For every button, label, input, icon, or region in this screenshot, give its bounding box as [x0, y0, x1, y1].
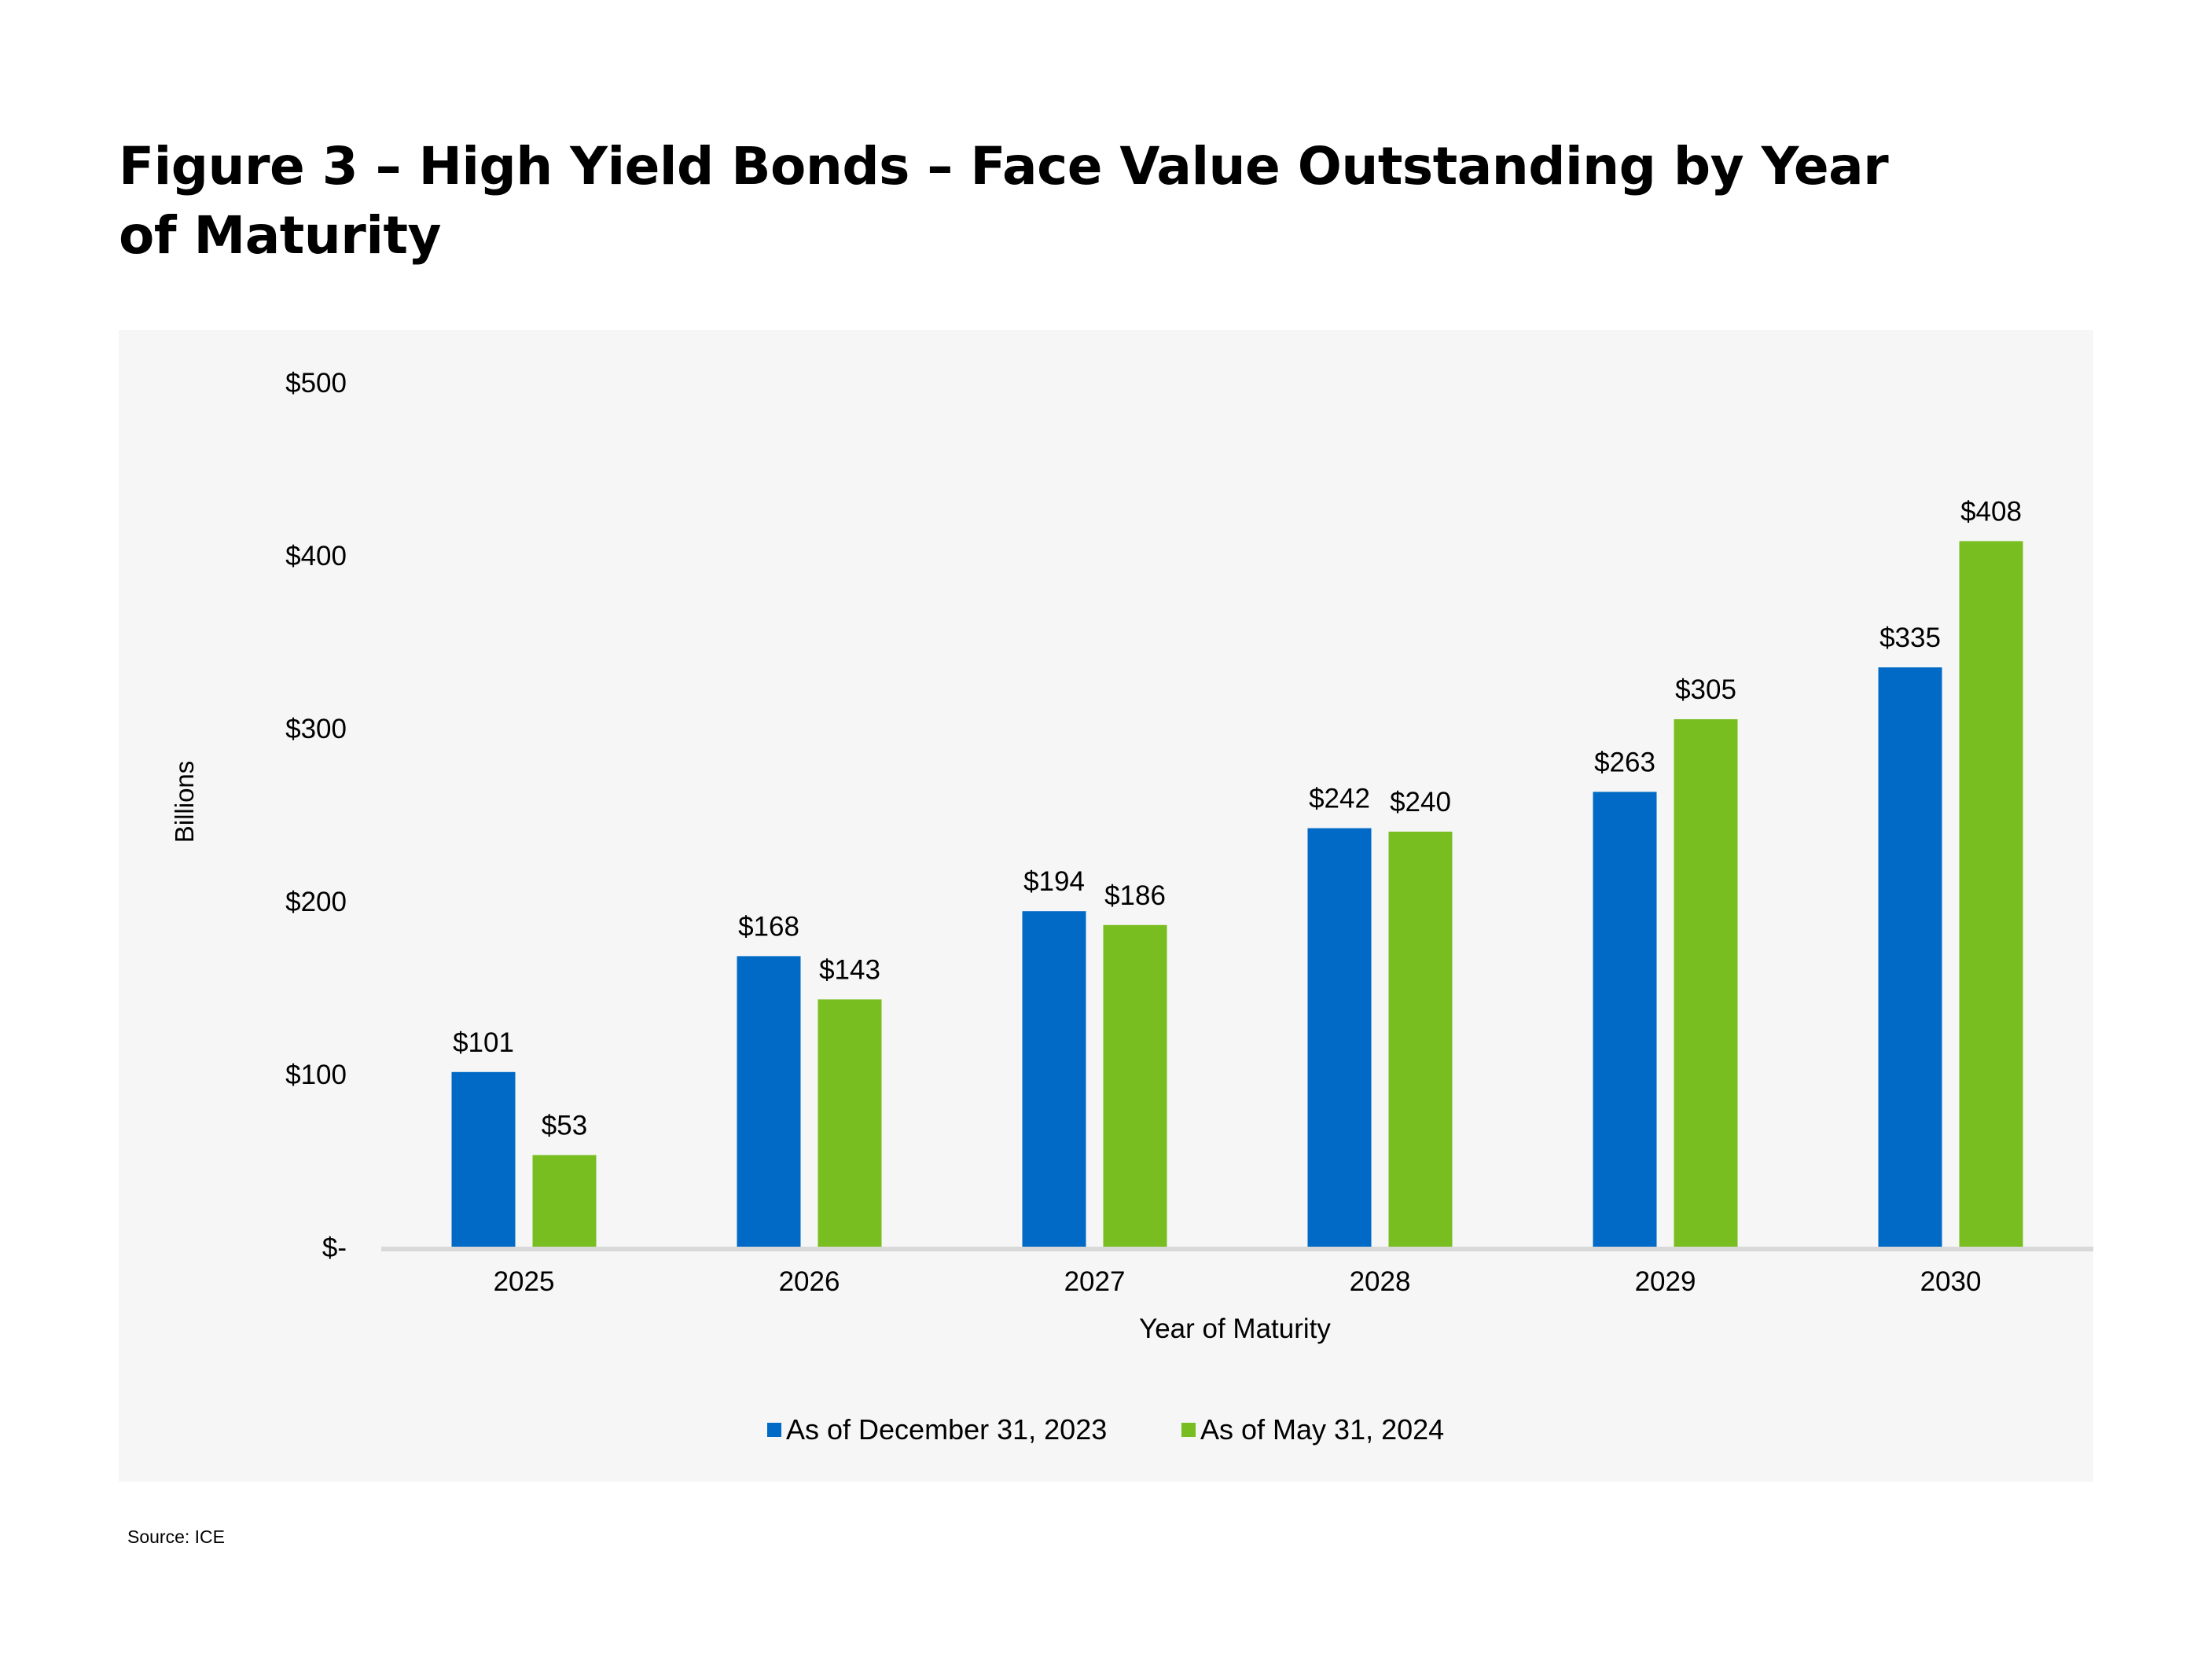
bar-data-label: $305 [1675, 674, 1736, 705]
x-tick-label: 2029 [1635, 1266, 1696, 1297]
legend-swatch [1181, 1423, 1196, 1437]
bar-may-2024-2025 [532, 1155, 597, 1247]
bar-dec-2023-2026 [737, 956, 801, 1247]
bar-may-2024-2030 [1959, 541, 2023, 1247]
x-tick-label: 2025 [494, 1266, 555, 1297]
bar-dec-2023-2028 [1307, 828, 1372, 1247]
y-tick-label: $500 [285, 368, 347, 399]
bar-data-label: $101 [453, 1027, 514, 1058]
y-tick-label: $400 [285, 541, 347, 571]
y-tick-label: $200 [285, 887, 347, 917]
legend: As of December 31, 2023 As of May 31, 202… [767, 1413, 1444, 1446]
bar-data-label: $186 [1104, 880, 1166, 911]
chart-panel: $- $100 $200 $300 $400 $500 $101 $53 $168 $143 $1… [119, 330, 2093, 1482]
bar-data-labels: $101 $53 $168 $143 $194 $186 $242 $240 $263 $305 $… [453, 496, 2022, 1141]
x-tick-label: 2030 [1920, 1266, 1982, 1297]
y-tick-label: $300 [285, 714, 347, 744]
bar-may-2024-2028 [1388, 832, 1453, 1247]
bar-dec-2023-2029 [1593, 792, 1657, 1247]
bar-data-label: $408 [1960, 496, 2022, 527]
y-axis-ticks: $- $100 $200 $300 $400 $500 [285, 368, 347, 1263]
bar-dec-2023-2027 [1022, 911, 1086, 1247]
x-axis-title: Year of Maturity [1139, 1313, 1331, 1344]
bar-data-label: $335 [1879, 623, 1941, 653]
x-tick-label: 2027 [1064, 1266, 1126, 1297]
legend-label: As of December 31, 2023 [786, 1413, 1107, 1446]
x-tick-label: 2026 [779, 1266, 840, 1297]
source-note: Source: ICE [127, 1527, 225, 1547]
legend-label: As of May 31, 2024 [1200, 1413, 1444, 1446]
bar-data-label: $143 [819, 954, 880, 985]
y-tick-label: $100 [285, 1060, 347, 1090]
x-axis-ticks: 2025 2026 2027 2028 2029 2030 [494, 1266, 1982, 1297]
bar-data-label: $242 [1309, 784, 1370, 814]
y-axis-title: Billions [170, 761, 199, 843]
bar-data-label: $240 [1390, 787, 1451, 817]
bar-data-label: $263 [1594, 747, 1655, 777]
bars [451, 541, 2023, 1247]
figure-title: Figure 3 – High Yield Bonds – Face Value… [119, 136, 1889, 266]
bar-dec-2023-2030 [1878, 667, 1942, 1247]
bar-may-2024-2026 [818, 999, 882, 1247]
bar-dec-2023-2025 [451, 1071, 516, 1247]
y-tick-label: $- [322, 1233, 347, 1263]
bar-chart: $-$100$200$300$400$500 $101$53$168$143$1… [170, 368, 2093, 1446]
bar-data-label: $168 [738, 911, 799, 942]
bar-data-label: $53 [542, 1110, 587, 1141]
bar-may-2024-2029 [1674, 719, 1738, 1247]
bar-may-2024-2027 [1103, 924, 1167, 1247]
legend-swatch [767, 1423, 781, 1437]
x-tick-label: 2028 [1350, 1266, 1411, 1297]
bar-data-label: $194 [1023, 866, 1085, 897]
